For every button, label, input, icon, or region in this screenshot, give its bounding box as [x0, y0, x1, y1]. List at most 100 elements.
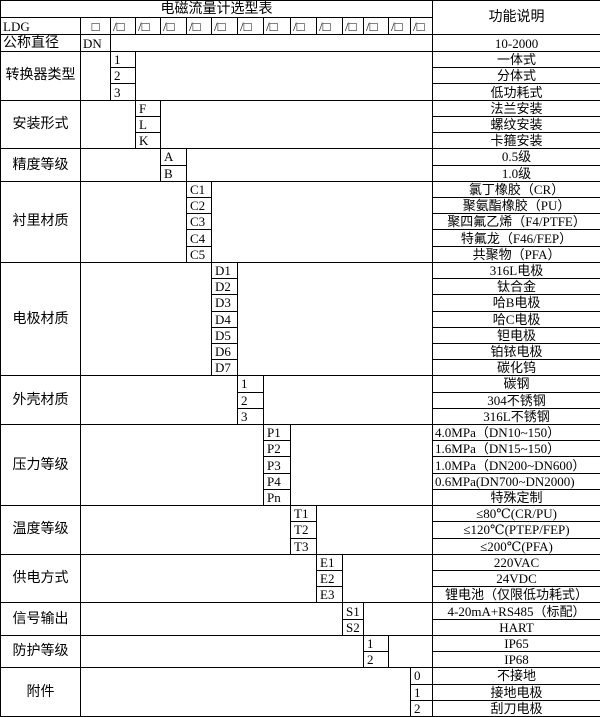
group-label: 供电方式 [1, 554, 81, 603]
model-code-box: /□ [389, 18, 411, 35]
blank-cell [136, 52, 433, 101]
model-code-box: /□ [212, 18, 238, 35]
option-code: C3 [187, 214, 212, 230]
blank-cell [81, 603, 343, 635]
blank-cell [81, 554, 317, 603]
option-description: 碳钢 [433, 376, 600, 392]
option-code: 1 [238, 376, 264, 392]
table-title: 电磁流量计选型表 [1, 1, 433, 18]
option-code: K [136, 133, 161, 149]
diameter-desc: 10-2000 [433, 35, 600, 52]
option-description: 碳化钨 [433, 360, 600, 376]
option-code: Pn [264, 489, 291, 505]
blank-cell [317, 506, 433, 555]
model-code-box: /□ [343, 18, 364, 35]
model-code-box: /□ [136, 18, 161, 35]
option-description: 分体式 [433, 68, 600, 84]
model-code-box: /□ [161, 18, 187, 35]
option-description: 1.0级 [433, 165, 600, 181]
option-code: D2 [212, 279, 238, 295]
option-description: ≤200℃(PFA) [433, 538, 600, 554]
option-description: 0.5级 [433, 149, 600, 165]
option-code: D1 [212, 262, 238, 278]
group-label: 压力等级 [1, 425, 81, 506]
group-label: 转换器类型 [1, 52, 81, 101]
blank-cell [81, 52, 111, 101]
model-box: □ [81, 18, 111, 35]
option-description: 4-20mA+RS485（标配） [433, 603, 600, 619]
option-code: E3 [317, 587, 343, 603]
group-label: 精度等级 [1, 149, 81, 181]
model-code-box: /□ [111, 18, 136, 35]
option-description: IP65 [433, 635, 600, 651]
blank-cell [81, 506, 291, 555]
option-description: 哈C电极 [433, 311, 600, 327]
option-code: C2 [187, 197, 212, 213]
option-code: T3 [291, 538, 317, 554]
blank-cell [81, 181, 187, 262]
option-description: 220VAC [433, 554, 600, 570]
blank-cell [389, 635, 433, 667]
blank-cell [81, 100, 136, 149]
option-description: 特氟龙（F46/FEP） [433, 230, 600, 246]
model-code-box: /□ [364, 18, 389, 35]
option-description: IP68 [433, 652, 600, 668]
option-code: D5 [212, 327, 238, 343]
option-code: P3 [264, 457, 291, 473]
option-code: 2 [411, 700, 433, 716]
option-code: 3 [238, 408, 264, 424]
option-code: 2 [364, 652, 389, 668]
model-code-box: /□ [317, 18, 343, 35]
option-description: 螺纹安装 [433, 116, 600, 132]
option-code: T2 [291, 522, 317, 538]
option-description: 不接地 [433, 668, 600, 684]
option-code: D4 [212, 311, 238, 327]
blank-cell [81, 668, 411, 717]
group-label: 信号输出 [1, 603, 81, 635]
option-description: 低功耗式 [433, 84, 600, 100]
option-description: 24VDC [433, 571, 600, 587]
option-description: 卡箍安装 [433, 133, 600, 149]
option-code: P4 [264, 473, 291, 489]
blank-cell [187, 149, 433, 181]
option-code: P2 [264, 441, 291, 457]
group-label: 防护等级 [1, 635, 81, 667]
option-code: E1 [317, 554, 343, 570]
option-description: 4.0MPa（DN10~150） [433, 425, 600, 441]
option-description: 聚氨酯橡胶（PU） [433, 197, 600, 213]
option-code: 0 [411, 668, 433, 684]
option-code: S2 [343, 619, 364, 635]
option-description: 316L不锈钢 [433, 408, 600, 424]
option-code: T1 [291, 506, 317, 522]
option-code: 3 [111, 84, 136, 100]
option-description: 接地电极 [433, 684, 600, 700]
option-description: 316L电极 [433, 262, 600, 278]
option-description: 聚四氟乙烯（F4/PTFE） [433, 214, 600, 230]
option-description: 哈B电极 [433, 295, 600, 311]
option-description: 0.6MPa(DN700~DN2000) [433, 473, 600, 489]
blank-cell [81, 262, 212, 376]
blank-cell [81, 425, 264, 506]
group-label: 温度等级 [1, 506, 81, 555]
option-code: D7 [212, 360, 238, 376]
option-code: A [161, 149, 187, 165]
option-description: 钽电极 [433, 327, 600, 343]
option-description: 氯丁橡胶（CR） [433, 181, 600, 197]
group-label: 电极材质 [1, 262, 81, 376]
blank-cell [111, 35, 433, 52]
option-code: P1 [264, 425, 291, 441]
option-description: 法兰安装 [433, 100, 600, 116]
description-header: 功能说明 [433, 1, 600, 35]
option-code: C5 [187, 246, 212, 262]
